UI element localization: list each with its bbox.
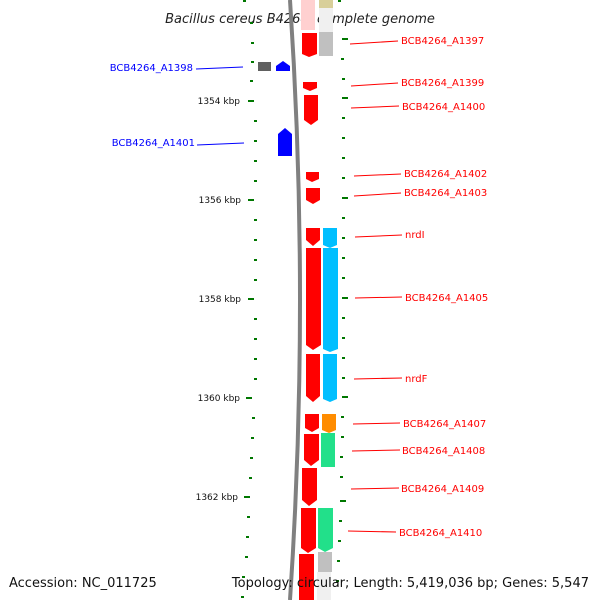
cog-track: [317, 0, 338, 600]
kbp-label: 1358 kbp: [199, 295, 242, 305]
cds-arrow: [301, 508, 316, 553]
cds-arrow: [306, 188, 320, 204]
cds-arrow: [306, 354, 320, 402]
gene-label-bcb4264-a1401[interactable]: BCB4264_A1401: [112, 138, 195, 149]
cds-arrow: [306, 172, 319, 182]
gene-label-nrdf[interactable]: nrdF: [405, 374, 428, 385]
cds-arrow: [305, 414, 319, 432]
gene-label-bcb4264-a1405[interactable]: BCB4264_A1405: [405, 293, 488, 304]
kbp-label: 1360 kbp: [198, 394, 241, 404]
cog-block: [321, 433, 335, 467]
accession-text: Accession: NC_011725: [9, 576, 157, 591]
cds-arrow: [303, 82, 317, 91]
reverse-cds-track: [258, 61, 292, 156]
cds-arrow: [276, 61, 290, 71]
cds-block: [258, 62, 271, 71]
gene-label-bcb4264-a1410[interactable]: BCB4264_A1410: [399, 528, 482, 539]
cds-arrow: [302, 33, 317, 57]
cds-arrow: [299, 554, 314, 600]
forward-cds-track: [299, 0, 321, 600]
cog-block: [323, 228, 337, 248]
cog-block: [323, 354, 337, 402]
cog-block: [317, 572, 331, 600]
cog-block: [322, 414, 336, 433]
gene-label-bcb4264-a1397[interactable]: BCB4264_A1397: [401, 36, 484, 47]
kbp-label: 1362 kbp: [196, 493, 239, 503]
cds-arrow: [306, 248, 321, 350]
gene-label-nrdi[interactable]: nrdI: [405, 230, 425, 241]
cds-arrow: [278, 128, 292, 156]
cog-block: [319, 8, 333, 32]
gene-label-bcb4264-a1402[interactable]: BCB4264_A1402: [404, 169, 487, 180]
outer-scale-ticks: [241, 0, 257, 598]
cog-block: [318, 508, 333, 552]
kbp-label: 1356 kbp: [199, 196, 242, 206]
gene-label-bcb4264-a1399[interactable]: BCB4264_A1399: [401, 78, 484, 89]
cog-block: [323, 248, 338, 352]
gene-label-bcb4264-a1403[interactable]: BCB4264_A1403: [404, 188, 487, 199]
cds-arrow: [304, 434, 319, 466]
gene-label-bcb4264-a1398[interactable]: BCB4264_A1398: [110, 63, 193, 74]
gene-label-bcb4264-a1407[interactable]: BCB4264_A1407: [403, 419, 486, 430]
cds-arrow: [302, 468, 317, 506]
cds-arrow: [301, 0, 315, 30]
kbp-label: 1354 kbp: [198, 97, 241, 107]
map-title: Bacillus cereus B4264, complete genome: [165, 12, 435, 27]
topology-text: Topology: circular; Length: 5,419,036 bp…: [231, 576, 589, 591]
gene-label-bcb4264-a1409[interactable]: BCB4264_A1409: [401, 484, 484, 495]
cog-block: [319, 0, 333, 8]
leader-lines: [195, 40, 403, 533]
cog-block: [318, 552, 332, 572]
gene-label-bcb4264-a1400[interactable]: BCB4264_A1400: [402, 102, 485, 113]
cds-arrow: [306, 228, 320, 246]
inner-scale-ticks: [336, 0, 348, 582]
genome-backbone: [288, 0, 302, 601]
gene-label-bcb4264-a1408[interactable]: BCB4264_A1408: [402, 446, 485, 457]
cog-block: [319, 32, 333, 56]
cds-arrow: [304, 95, 318, 125]
